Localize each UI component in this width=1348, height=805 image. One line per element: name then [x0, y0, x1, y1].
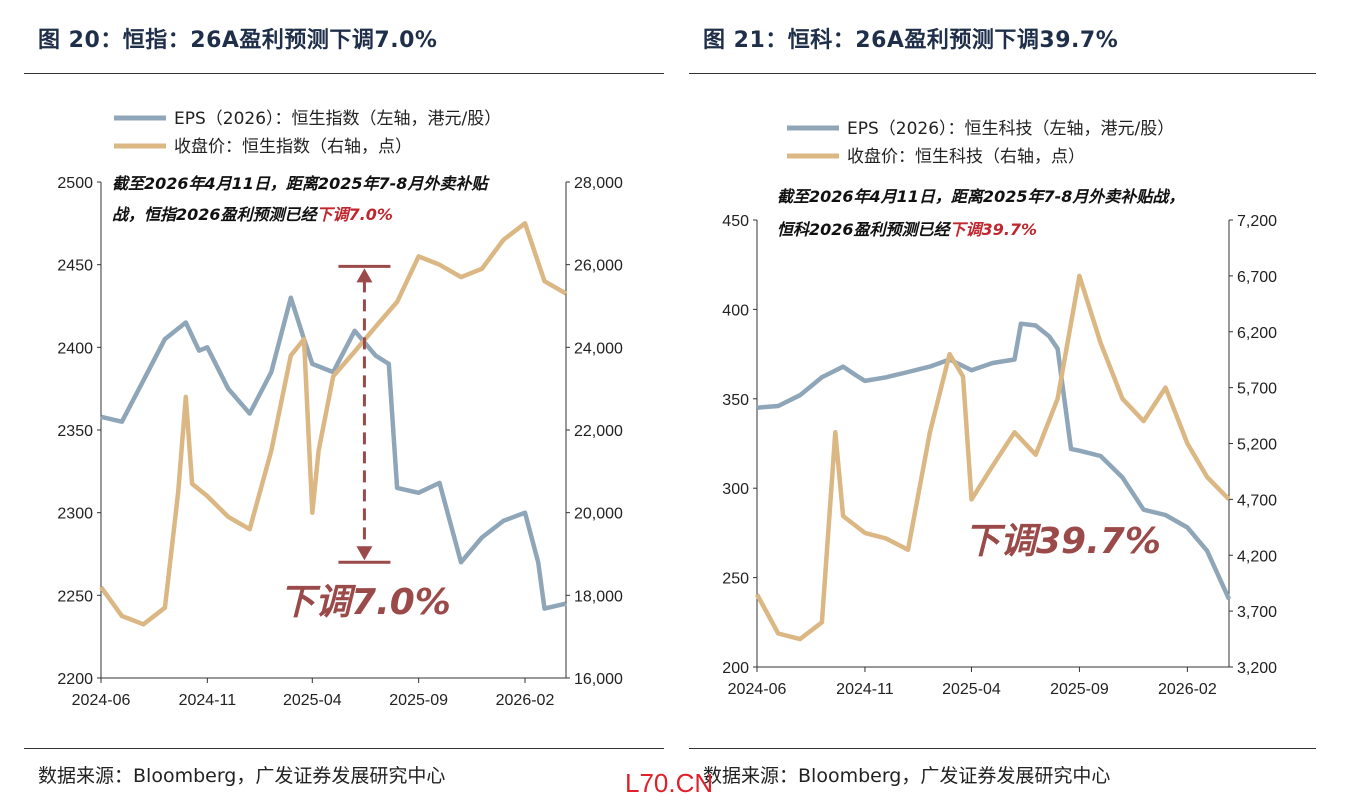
x-tick-label: 2025-04 [283, 692, 342, 709]
legend-entry: EPS（2026）：恒生指数（左轴，港元/股） [174, 109, 501, 129]
annotation-prefix: 恒科2026盈利预测已经 [777, 220, 952, 239]
y-left-tick-label: 2450 [57, 258, 93, 275]
x-tick-label: 2024-06 [728, 681, 787, 698]
y-right-tick-label: 6,200 [1237, 325, 1277, 342]
x-tick-label: 2024-11 [179, 692, 237, 709]
y-right-tick-label: 22,000 [574, 423, 623, 440]
y-left-tick-label: 2200 [57, 671, 93, 688]
figure-title: 图 21：恒科：26A盈利预测下调39.7% [703, 28, 1119, 53]
y-right-tick-label: 20,000 [574, 506, 623, 523]
x-tick-label: 2025-09 [389, 692, 448, 709]
source-rule [689, 748, 1316, 749]
x-tick-label: 2025-04 [942, 681, 1001, 698]
big-annotation: 下调39.7% [964, 521, 1161, 562]
y-right-tick-label: 7,200 [1237, 213, 1277, 230]
source-note: 数据来源：Bloomberg，广发证券发展研究中心 [38, 765, 446, 787]
source-rule [24, 748, 664, 749]
y-right-tick-label: 4,200 [1237, 548, 1277, 565]
x-tick-label: 2024-06 [72, 692, 131, 709]
y-left-tick-label: 2250 [57, 588, 93, 605]
arrow-head-up [356, 268, 373, 283]
hstech-chart: EPS（2026）：恒生科技（左轴，港元/股） 收盘价：恒生科技（右轴，点） 200… [722, 119, 1277, 698]
arrow-head-down [356, 546, 373, 561]
figure-title: 图 20：恒指：26A盈利预测下调7.0% [38, 28, 438, 53]
annotation-prefix: 战，恒指2026盈利预测已经 [112, 205, 319, 224]
y-left-tick-label: 250 [722, 571, 749, 588]
annotation-line-2: 恒科2026盈利预测已经下调39.7% [777, 220, 1037, 239]
annotation-highlight: 下调39.7% [950, 220, 1038, 239]
annotation-line-1: 截至2026年4月11日，距离2025年7-8月外卖补贴 [112, 174, 490, 193]
legend-entry: 收盘价：恒生指数（右轴，点） [174, 137, 412, 157]
y-right-tick-label: 24,000 [574, 340, 623, 357]
hsi-chart: EPS（2026）：恒生指数（左轴，港元/股） 收盘价：恒生指数（右轴，点） 220… [57, 109, 623, 709]
annotation-highlight: 下调7.0% [317, 205, 393, 224]
series-line [755, 273, 1231, 642]
y-right-tick-label: 26,000 [574, 258, 623, 275]
y-right-tick-label: 18,000 [574, 588, 623, 605]
y-right-tick-label: 5,700 [1237, 381, 1277, 398]
y-right-tick-label: 3,700 [1237, 604, 1277, 621]
y-right-tick-label: 6,700 [1237, 269, 1277, 286]
y-left-tick-label: 450 [722, 213, 749, 230]
source-note: 数据来源：Bloomberg，广发证券发展研究中心 [703, 765, 1111, 787]
y-left-tick-label: 2300 [57, 506, 93, 523]
y-right-tick-label: 4,700 [1237, 492, 1277, 509]
chart-panel-hstech: 图 21：恒科：26A盈利预测下调39.7% EPS（2026）：恒生科技（左轴… [689, 0, 1316, 805]
y-right-tick-label: 3,200 [1237, 660, 1277, 677]
y-left-tick-label: 300 [722, 481, 749, 498]
legend-entry: EPS（2026）：恒生科技（左轴，港元/股） [847, 119, 1174, 139]
watermark: L70.CN [625, 768, 714, 798]
y-left-tick-label: 400 [722, 302, 749, 319]
y-left-tick-label: 2500 [57, 175, 93, 192]
title-rule [24, 73, 664, 74]
series-line [100, 295, 567, 611]
title-rule [689, 73, 1316, 74]
y-right-tick-label: 16,000 [574, 671, 623, 688]
y-right-tick-label: 28,000 [574, 175, 623, 192]
x-tick-label: 2026-02 [1158, 681, 1217, 698]
annotation-line-2: 战，恒指2026盈利预测已经下调7.0% [112, 205, 393, 224]
y-right-tick-label: 5,200 [1237, 437, 1277, 454]
x-tick-label: 2026-02 [496, 692, 555, 709]
x-tick-label: 2024-11 [836, 681, 894, 698]
chart-panel-hsi: 图 20：恒指：26A盈利预测下调7.0% EPS（2026）：恒生指数（左轴，… [24, 0, 664, 805]
big-annotation: 下调7.0% [279, 582, 451, 623]
legend-entry: 收盘价：恒生科技（右轴，点） [847, 147, 1085, 167]
annotation-line-1: 截至2026年4月11日，距离2025年7-8月外卖补贴战， [777, 187, 1184, 206]
series-line [756, 321, 1232, 601]
y-left-tick-label: 200 [722, 660, 749, 677]
y-left-tick-label: 2350 [57, 423, 93, 440]
x-tick-label: 2025-09 [1050, 681, 1109, 698]
series-line [99, 221, 568, 627]
y-left-tick-label: 2400 [57, 340, 93, 357]
y-left-tick-label: 350 [722, 392, 749, 409]
